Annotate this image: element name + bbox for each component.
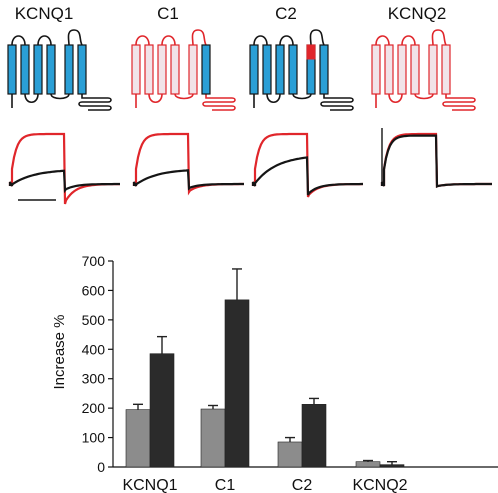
segment-s4 (46, 44, 56, 95)
loop-4 (50, 93, 70, 100)
y-tick-label-400: 400 (82, 341, 106, 357)
loop-4 (414, 93, 434, 100)
y-tick-label-0: 0 (97, 459, 105, 475)
segment-s4 (170, 44, 180, 95)
loop-3 (401, 35, 416, 46)
y-tick-label-600: 600 (82, 282, 106, 298)
trace-black (132, 169, 244, 191)
loop-2 (148, 93, 163, 104)
y-tick-label-300: 300 (82, 371, 106, 387)
segment-s2 (262, 44, 272, 95)
loop-1 (135, 35, 150, 46)
header-c2: C2 (275, 4, 297, 23)
loop-1 (11, 35, 26, 46)
bar-c2-series2 (301, 404, 327, 468)
segment-s3 (397, 44, 407, 95)
trace-c1 (132, 132, 244, 196)
segment-s5 (428, 44, 438, 95)
loop-5 (67, 29, 83, 46)
x-tick-label-c2: C2 (292, 477, 313, 493)
segment-s6 (441, 44, 451, 95)
bar-kcnq1-series2 (149, 353, 175, 468)
y-tick-label-500: 500 (82, 312, 106, 328)
trace-kcnq2 (380, 128, 492, 189)
segment-s6 (319, 44, 329, 95)
segment-s1 (7, 44, 17, 95)
segment-s6 (201, 44, 211, 95)
x-tick-label-kcnq2: KCNQ2 (352, 477, 407, 493)
chart-bars (125, 268, 405, 468)
segment-s4 (410, 44, 420, 95)
chart-ticks: 0 100 200 300 400 500 600 700 KCNQ1 C1 C2 KCNQ2 (82, 253, 408, 493)
loop-2 (388, 93, 403, 104)
loop-3 (161, 35, 176, 46)
loop-2 (24, 93, 39, 104)
y-tick-label-100: 100 (82, 430, 106, 446)
bar-kcnq2-series2 (379, 464, 405, 468)
segment-s2 (144, 44, 154, 95)
c-terminal-tail (320, 94, 354, 111)
segment-s1 (131, 44, 141, 95)
segment-s2 (20, 44, 30, 95)
bar-c1-series2 (224, 299, 250, 468)
y-tick-label-700: 700 (82, 253, 106, 269)
topology-c2 (249, 29, 354, 111)
loop-1 (253, 35, 268, 46)
y-tick-label-200: 200 (82, 400, 106, 416)
segment-s5 (64, 44, 74, 95)
topology-c1 (131, 29, 236, 111)
x-tick-label-c1: C1 (215, 477, 236, 493)
bar-c2-series1 (277, 441, 303, 468)
segment-s3 (275, 44, 285, 95)
trace-black (251, 156, 363, 196)
y-axis-label: Increase % (51, 314, 68, 389)
trace-kcnq1 (8, 132, 120, 205)
segment-s5 (188, 44, 198, 95)
topology-diagrams (7, 29, 476, 111)
trace-c2 (251, 132, 364, 198)
loop-1 (375, 35, 390, 46)
loop-3 (279, 35, 294, 46)
segment-s5-red-part (306, 44, 316, 60)
loop-4 (174, 93, 194, 100)
x-tick-label-kcnq1: KCNQ1 (122, 477, 177, 493)
topology-kcnq1 (7, 29, 112, 111)
loop-5 (431, 29, 447, 46)
trace-black (8, 169, 120, 194)
loop-2 (266, 93, 281, 104)
segment-s1 (249, 44, 259, 95)
trace-red (8, 132, 120, 205)
c-terminal-tail (202, 94, 236, 111)
segment-s3 (157, 44, 167, 95)
trace-black (380, 134, 492, 189)
loop-5 (309, 29, 325, 46)
header-kcnq1: KCNQ1 (14, 4, 74, 23)
c-terminal-tail (442, 94, 476, 111)
topology-kcnq2 (371, 29, 476, 111)
bar-c1-series1 (200, 408, 226, 468)
current-traces (8, 128, 492, 205)
segment-s1 (371, 44, 381, 95)
segment-s2 (384, 44, 394, 95)
bar-kcnq1-series1 (125, 409, 151, 468)
loop-3 (37, 35, 52, 46)
segment-s6 (77, 44, 87, 95)
header-kcnq2: KCNQ2 (387, 4, 447, 23)
c-terminal-tail (78, 94, 112, 111)
segment-s4 (288, 44, 298, 95)
segment-s3 (33, 44, 43, 95)
bar-kcnq2-series1 (355, 461, 381, 468)
loop-5 (191, 29, 207, 46)
loop-4 (292, 93, 312, 100)
bar-chart: 0 100 200 300 400 500 600 700 KCNQ1 C1 C2 KCNQ2 Inc… (51, 253, 498, 493)
header-c1: C1 (157, 4, 179, 23)
